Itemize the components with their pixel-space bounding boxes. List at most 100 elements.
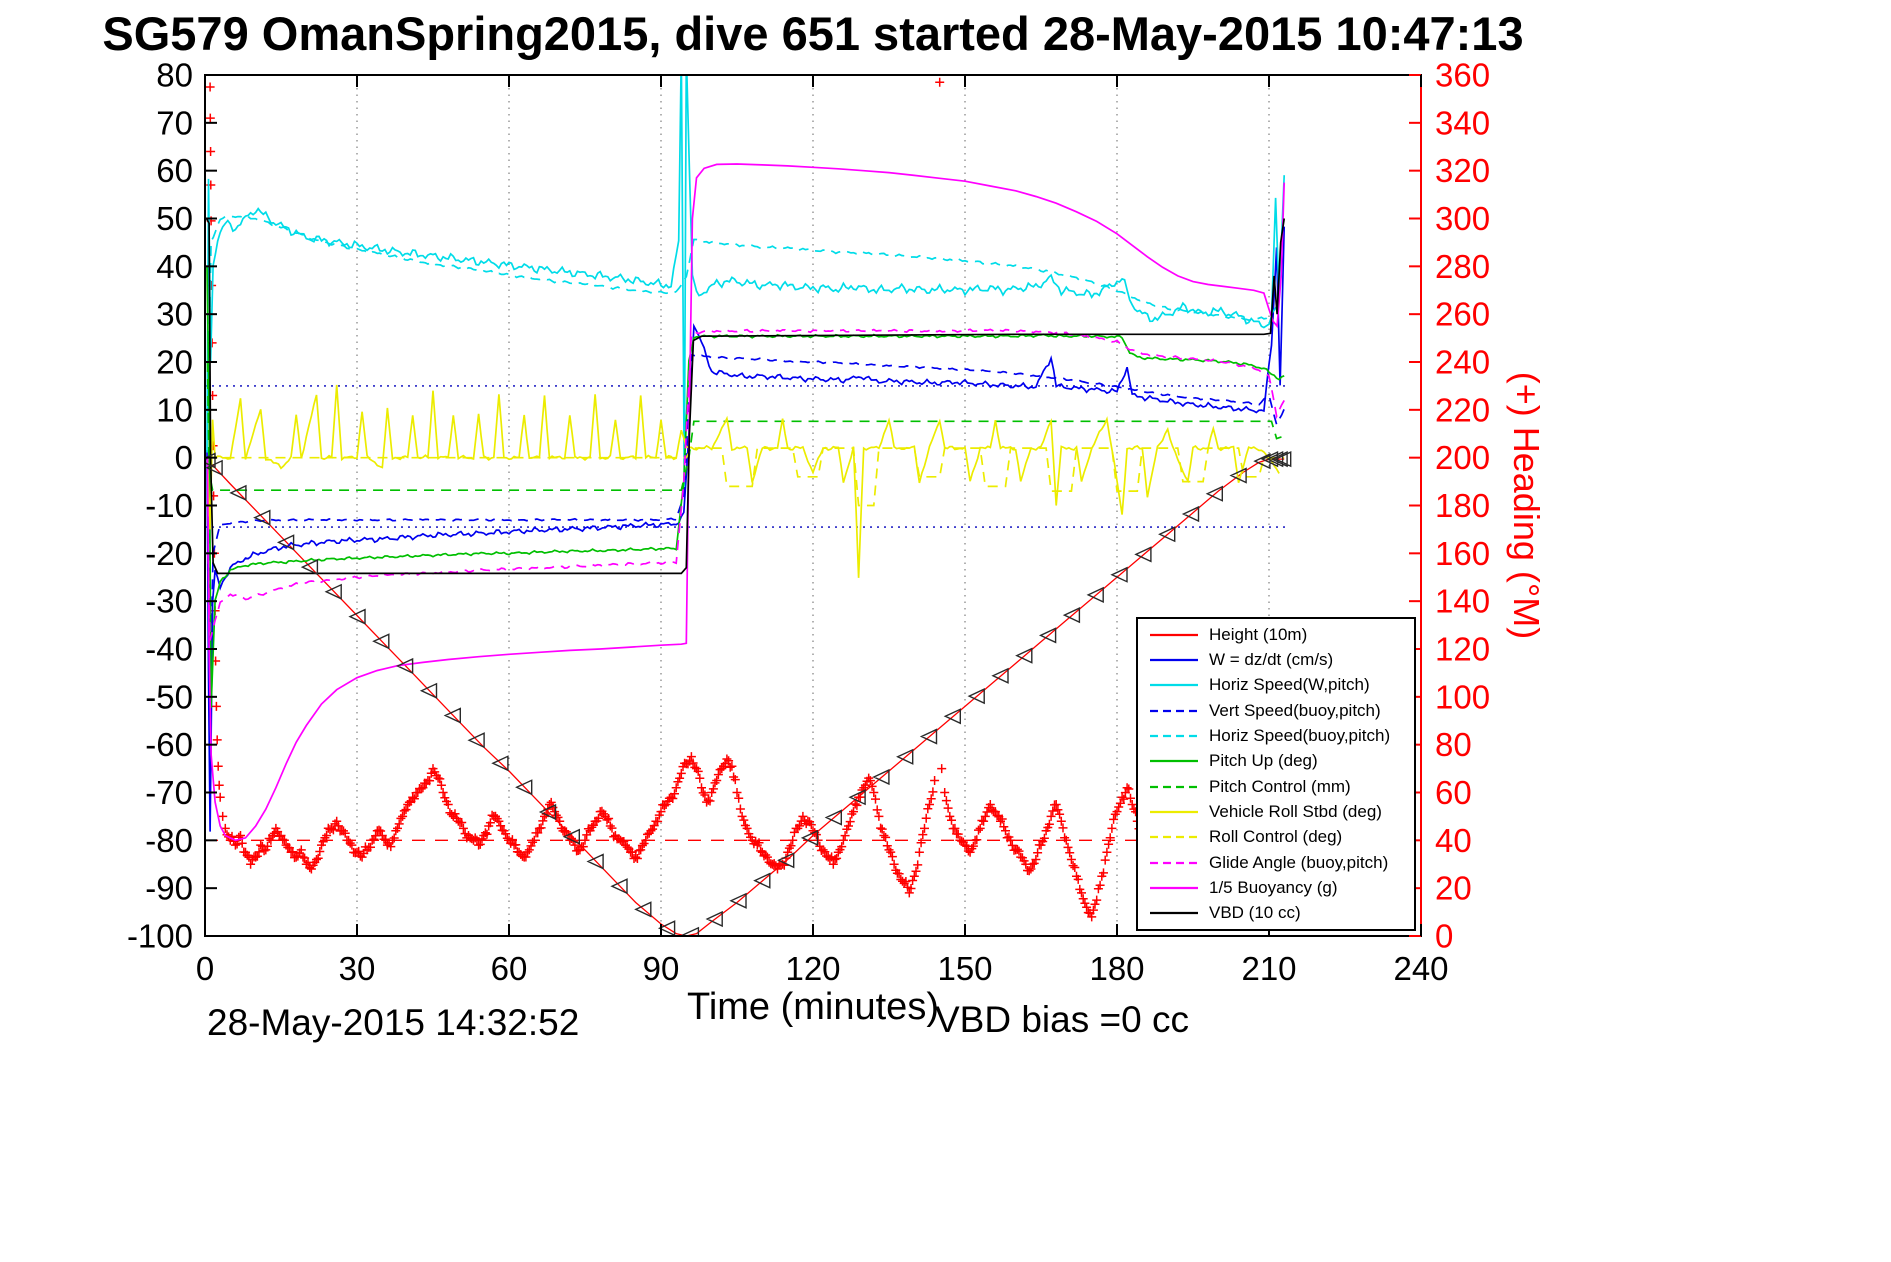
legend-line-sample bbox=[1150, 684, 1198, 687]
legend-entry: Glide Angle (buoy,pitch) bbox=[1138, 851, 1414, 875]
legend-entry: Pitch Up (deg) bbox=[1138, 749, 1414, 773]
right-tick-label: 220 bbox=[1435, 391, 1490, 428]
series-vbd bbox=[205, 218, 1286, 575]
x-tick-label: 120 bbox=[785, 950, 840, 987]
right-tick-label: 280 bbox=[1435, 248, 1490, 285]
left-tick-label: -20 bbox=[145, 535, 193, 572]
right-tick-label: 300 bbox=[1435, 200, 1490, 237]
legend-entry: Vehicle Roll Stbd (deg) bbox=[1138, 800, 1414, 824]
series-vert_buoy bbox=[207, 353, 1285, 698]
legend-entry: Height (10m) bbox=[1138, 623, 1414, 647]
series-pitch bbox=[206, 266, 1285, 708]
legend-entry-label: Pitch Up (deg) bbox=[1209, 751, 1318, 771]
right-tick-label: 40 bbox=[1435, 822, 1472, 859]
legend-entry: Horiz Speed(buoy,pitch) bbox=[1138, 724, 1414, 748]
right-tick-label: 160 bbox=[1435, 535, 1490, 572]
right-tick-label: 0 bbox=[1435, 918, 1453, 955]
series-horiz_buoy bbox=[207, 215, 1280, 410]
legend-line-sample bbox=[1150, 912, 1198, 915]
legend-entry-label: Vert Speed(buoy,pitch) bbox=[1209, 700, 1381, 720]
height-markers bbox=[205, 451, 1292, 936]
left-tick-label: 60 bbox=[156, 152, 193, 189]
right-tick-label: 180 bbox=[1435, 487, 1490, 524]
right-tick-label: 60 bbox=[1435, 774, 1472, 811]
legend-line-sample bbox=[1150, 633, 1198, 636]
x-tick-label: 60 bbox=[491, 950, 528, 987]
left-tick-label: 50 bbox=[156, 200, 193, 237]
plot-data bbox=[205, 75, 1292, 936]
left-tick-label: -80 bbox=[145, 822, 193, 859]
x-tick-label: 210 bbox=[1241, 950, 1296, 987]
right-tick-label: 260 bbox=[1435, 296, 1490, 333]
left-tick-label: 40 bbox=[156, 248, 193, 285]
legend-entry-label: 1/5 Buoyancy (g) bbox=[1209, 877, 1338, 897]
gridlines bbox=[356, 75, 1270, 936]
x-axis-title: Time (minutes) bbox=[687, 986, 939, 1028]
x-tick-label: 30 bbox=[339, 950, 376, 987]
series-glide bbox=[207, 328, 1285, 641]
left-tick-label: -100 bbox=[127, 918, 193, 955]
left-tick-label: 70 bbox=[156, 104, 193, 141]
legend-entry-label: Horiz Speed(W,pitch) bbox=[1209, 675, 1370, 695]
legend-line-sample bbox=[1150, 785, 1198, 788]
left-tick-label: -30 bbox=[145, 583, 193, 620]
legend-entry: Horiz Speed(W,pitch) bbox=[1138, 673, 1414, 697]
legend-entry: W = dz/dt (cm/s) bbox=[1138, 648, 1414, 672]
legend-entry-label: Vehicle Roll Stbd (deg) bbox=[1209, 801, 1382, 821]
right-tick-label: 320 bbox=[1435, 152, 1490, 189]
right-tick-label: 140 bbox=[1435, 583, 1490, 620]
x-tick-label: 240 bbox=[1393, 950, 1448, 987]
series-pitch_ctrl bbox=[206, 361, 1285, 492]
legend-entry-label: Roll Control (deg) bbox=[1209, 827, 1343, 847]
legend-entry-label: Horiz Speed(buoy,pitch) bbox=[1209, 725, 1391, 745]
right-tick-label: 360 bbox=[1435, 57, 1490, 94]
legend-line-sample bbox=[1150, 886, 1198, 890]
right-tick-label: 120 bbox=[1435, 631, 1490, 668]
left-tick-label: -40 bbox=[145, 631, 193, 668]
x-tick-label: 90 bbox=[643, 950, 680, 987]
legend-entry: Pitch Control (mm) bbox=[1138, 775, 1414, 799]
legend-line-sample bbox=[1150, 810, 1198, 814]
legend-line-sample bbox=[1150, 760, 1198, 763]
legend-line-sample bbox=[1150, 658, 1198, 662]
legend-entry-label: Glide Angle (buoy,pitch) bbox=[1209, 852, 1389, 872]
vbd-bias-label: VBD bias =0 cc bbox=[935, 999, 1189, 1040]
legend-line-sample bbox=[1150, 734, 1198, 738]
left-tick-label: 0 bbox=[175, 439, 193, 476]
legend-line-sample bbox=[1150, 836, 1198, 839]
left-tick-label: 10 bbox=[156, 391, 193, 428]
legend-line-sample bbox=[1150, 861, 1198, 864]
footer-timestamp: 28-May-2015 14:32:52 bbox=[207, 1002, 580, 1043]
left-tick-label: -60 bbox=[145, 726, 193, 763]
right-tick-label: 240 bbox=[1435, 344, 1490, 381]
series-horiz_w bbox=[206, 75, 1286, 487]
right-tick-label: 200 bbox=[1435, 439, 1490, 476]
legend-entry-label: Height (10m) bbox=[1209, 624, 1308, 644]
right-axis-title: (+) Heading (°M) bbox=[1506, 372, 1547, 639]
left-tick-label: -70 bbox=[145, 774, 193, 811]
legend-entry-label: W = dz/dt (cm/s) bbox=[1209, 649, 1334, 669]
x-tick-label: 150 bbox=[937, 950, 992, 987]
legend-entry: Roll Control (deg) bbox=[1138, 825, 1414, 849]
left-tick-label: 80 bbox=[156, 57, 193, 94]
left-tick-label: 30 bbox=[156, 296, 193, 333]
legend-entry: 1/5 Buoyancy (g) bbox=[1138, 876, 1414, 900]
right-tick-label: 20 bbox=[1435, 870, 1472, 907]
series-buoy bbox=[206, 163, 1286, 842]
legend: Height (10m) W = dz/dt (cm/s) Horiz Speed(… bbox=[1136, 617, 1416, 931]
chart-title: SG579 OmanSpring2015, dive 651 started 2… bbox=[102, 7, 1524, 60]
right-tick-label: 80 bbox=[1435, 726, 1472, 763]
series-w bbox=[206, 226, 1286, 832]
right-tick-label: 100 bbox=[1435, 678, 1490, 715]
left-tick-label: -50 bbox=[145, 678, 193, 715]
left-tick-label: 20 bbox=[156, 344, 193, 381]
x-tick-label: 0 bbox=[196, 950, 214, 987]
right-tick-label: 340 bbox=[1435, 104, 1490, 141]
left-tick-label: -90 bbox=[145, 870, 193, 907]
heading-scatter bbox=[205, 77, 1289, 922]
legend-line-sample bbox=[1150, 709, 1198, 712]
left-tick-label: -10 bbox=[145, 487, 193, 524]
x-tick-label: 180 bbox=[1089, 950, 1144, 987]
